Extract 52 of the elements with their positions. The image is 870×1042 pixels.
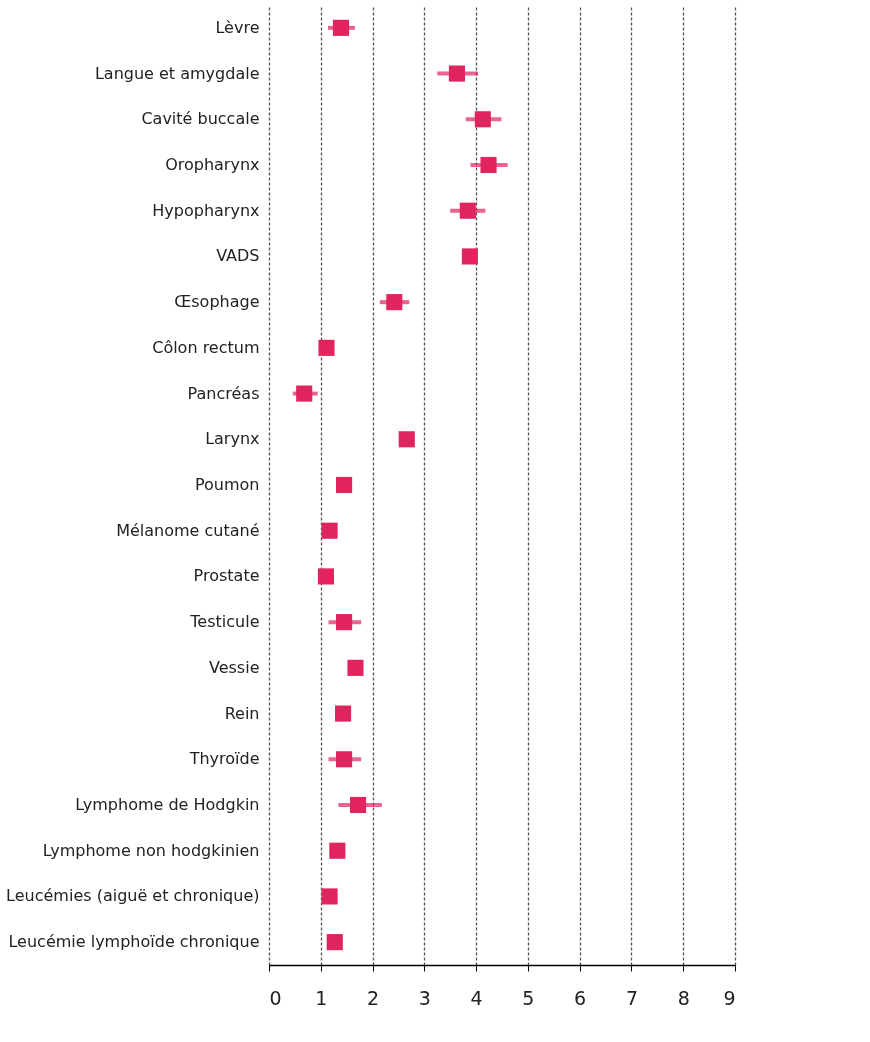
y-tick-label: Lèvre — [215, 17, 260, 37]
y-tick-label: Leucémies (aiguë et chronique) — [6, 886, 260, 906]
x-tick-label: 6 — [574, 986, 587, 1009]
y-tick-label: Larynx — [205, 429, 260, 449]
x-tick-label: 5 — [522, 986, 535, 1009]
y-tick-label: Lymphome non hodgkinien — [42, 840, 260, 860]
point — [398, 431, 415, 448]
point — [321, 888, 338, 905]
y-tick-label: Rein — [224, 703, 260, 723]
y-tick-label: VADS — [216, 246, 260, 266]
point — [334, 705, 352, 722]
x-tick-label: 2 — [367, 986, 380, 1009]
y-tick-label: Oropharynx — [165, 155, 260, 174]
y-tick-label: Cavité buccale — [141, 109, 260, 129]
x-tick-label: 7 — [625, 986, 638, 1009]
point — [459, 202, 476, 219]
x-tick-label: 1 — [315, 986, 328, 1009]
y-tick-label: Poumon — [194, 475, 260, 494]
x-tick-label: 4 — [470, 986, 483, 1009]
point — [474, 111, 491, 128]
y-tick-label: Langue et amygdale — [94, 63, 260, 83]
y-tick-label: Testicule — [189, 612, 260, 632]
y-tick-label: Œsophage — [174, 292, 260, 312]
x-tick-label: 8 — [677, 986, 690, 1009]
point — [336, 476, 353, 494]
y-tick-label: Hypopharynx — [152, 200, 260, 220]
y-tick-label: Mélanome cutané — [116, 520, 260, 540]
point — [329, 842, 346, 859]
point — [448, 65, 466, 82]
point — [347, 659, 364, 676]
y-tick-label: Leucémie lymphoïde chronique — [8, 932, 260, 952]
x-tick-label: 0 — [269, 986, 282, 1009]
point — [321, 522, 338, 539]
y-tick-label: Côlon rectum — [152, 337, 260, 357]
point — [296, 385, 313, 402]
point — [317, 568, 335, 585]
x-tick-label: 9 — [723, 986, 736, 1009]
y-tick-label: Thyroïde — [188, 749, 260, 769]
y-tick-label: Prostate — [193, 566, 260, 586]
y-tick-label: Pancréas — [187, 383, 260, 403]
point — [318, 339, 335, 356]
point — [336, 751, 353, 768]
y-tick-label: Vessie — [208, 657, 260, 677]
point — [461, 248, 478, 265]
point — [480, 156, 497, 174]
point — [332, 19, 350, 36]
point — [386, 294, 403, 311]
x-tick-label: 3 — [418, 986, 431, 1009]
point — [326, 934, 343, 951]
point — [350, 796, 367, 814]
y-tick-label: Lymphome de Hodgkin — [75, 795, 260, 814]
point — [336, 614, 353, 631]
